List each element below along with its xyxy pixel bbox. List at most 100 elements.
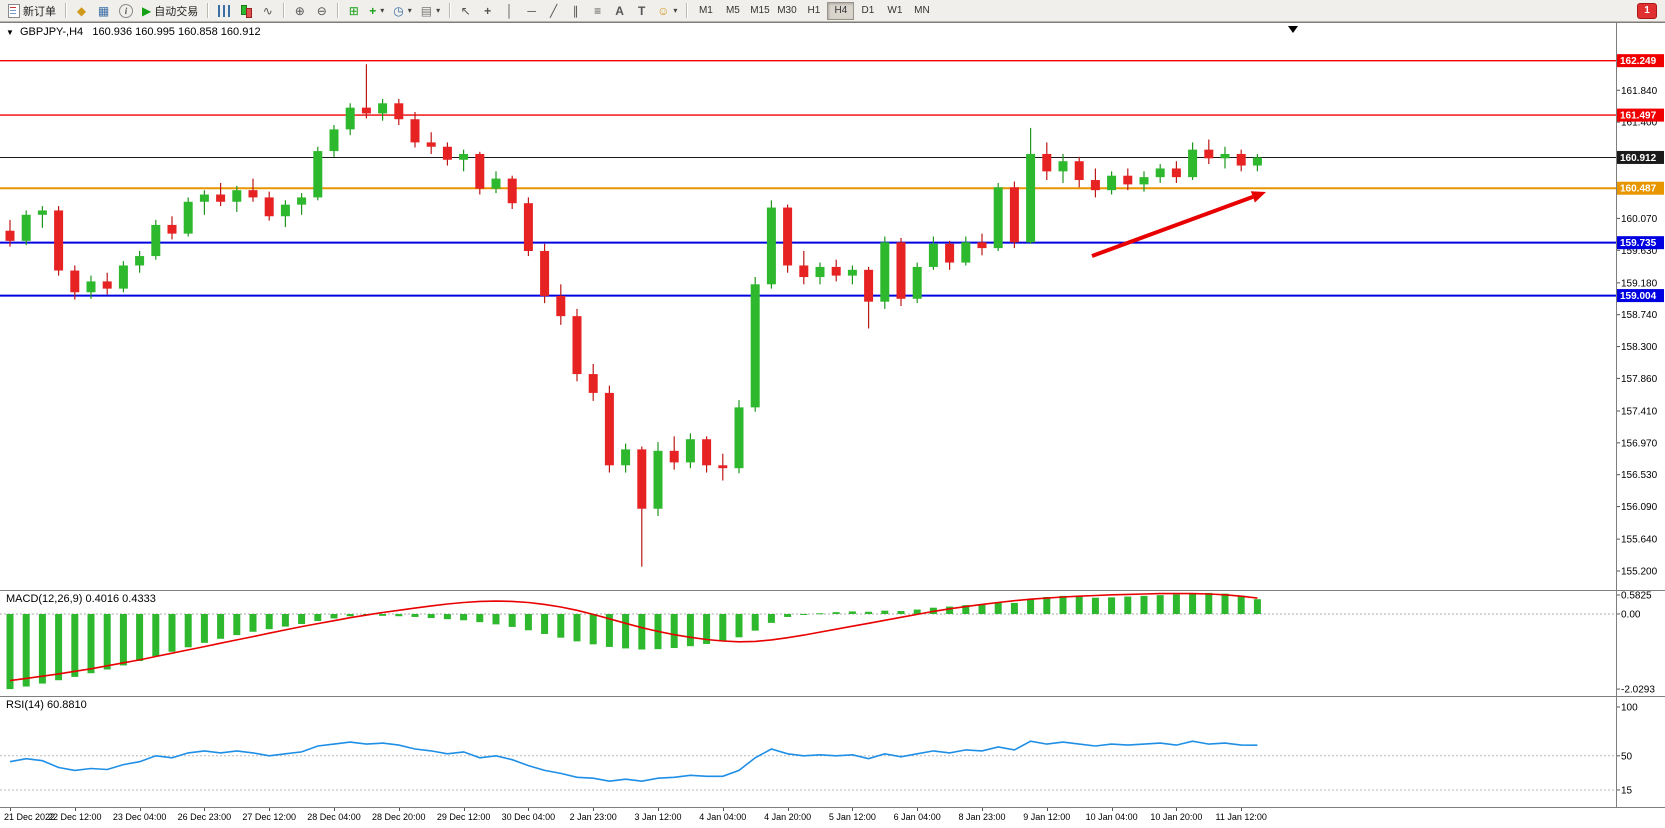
indicators-button[interactable]: + ▾ [365,1,388,20]
time-label: 4 Jan 20:00 [764,812,812,822]
price-tag [1616,108,1664,122]
candle-down [102,281,112,289]
timeframe-button-M5[interactable]: M5 [719,2,746,20]
candle-up [685,439,695,463]
price-tag-label: 160.912 [1620,153,1657,164]
market-watch-button[interactable]: ◆ [71,1,92,20]
macd-histogram-bar [524,614,532,631]
periods-button[interactable]: ◷ ▾ [389,1,416,20]
text-tool-button[interactable]: A [609,1,630,20]
time-axis-tick [204,807,206,811]
timeframe-button-H1[interactable]: H1 [800,2,827,20]
time-label: 5 Jan 12:00 [828,812,876,822]
candlestick-chart-button[interactable] [235,1,256,20]
zoom-in-button[interactable]: ⊕ [289,1,310,20]
macd-histogram-bar [913,609,921,614]
macd-histogram-bar [1091,597,1099,614]
time-label: 30 Dec 04:00 [501,812,556,822]
channel-icon: ∥ [572,3,579,18]
timeframe-button-MN[interactable]: MN [908,2,935,20]
vertical-line-tool-button[interactable]: │ [499,1,520,20]
zoom-out-button[interactable]: ⊖ [311,1,332,20]
new-order-button[interactable]: 新订单 [4,1,60,20]
macd-histogram-bar [314,614,322,622]
chart-top-border [0,22,1665,23]
chevron-down-icon: ▾ [380,6,385,15]
macd-histogram-bar [427,614,435,619]
macd-histogram-bar [557,614,565,638]
cursor-tool-button[interactable]: ↖ [455,1,476,20]
time-axis-tick [10,807,11,811]
trend-arrow[interactable] [1091,194,1254,258]
timeframe-button-M15[interactable]: M15 [746,2,773,20]
templates-button[interactable]: ▤ ▾ [417,1,444,20]
macd-histogram-bar [71,614,79,677]
rsi-panel[interactable]: 100 50 15 [0,696,1665,807]
crosshair-tool-button[interactable]: + [477,1,498,20]
tile-windows-button[interactable]: ⊞ [343,1,364,20]
bar-shift-marker-icon[interactable] [1288,26,1298,33]
trend-arrow-head [1250,191,1266,203]
time-label: 28 Dec 20:00 [372,812,426,822]
line-chart-button[interactable]: ∿ [257,1,278,20]
timeframe-button-D1[interactable]: D1 [854,2,881,20]
candle-up [734,407,744,469]
macd-histogram-bar [1253,599,1261,614]
timeframe-button-M30[interactable]: M30 [773,2,800,20]
fibonacci-tool-button[interactable]: ≡ [587,1,608,20]
timeframe-button-H4[interactable]: H4 [827,1,855,20]
macd-histogram-bar [946,606,954,614]
line-chart-icon: ∿ [262,3,273,18]
macd-histogram-bar [605,614,613,647]
time-label: 27 Dec 12:00 [242,812,296,822]
time-axis-tick [787,807,789,811]
macd-histogram-bar [1156,595,1164,614]
zoom-out-icon: ⊖ [316,3,327,18]
data-window-button[interactable]: ▦ [93,1,114,20]
notification-badge[interactable]: 1 [1637,2,1657,19]
macd-histogram-bar [573,614,581,642]
time-axis-tick [658,807,659,811]
trendline-tool-button[interactable]: ╱ [543,1,564,20]
candle-down [977,242,987,249]
rsi-panel-separator[interactable] [0,696,1665,697]
macd-histogram-bar [816,613,824,615]
candle-up [1058,161,1068,172]
time-axis-tick [852,807,854,811]
arrows-tool-button[interactable]: ☺ ▾ [653,1,681,20]
macd-histogram-bar [735,614,743,638]
time-label: 10 Jan 04:00 [1085,812,1138,822]
time-label: 3 Jan 12:00 [634,812,682,822]
price-chart[interactable]: 161.840 161.400 160.070 159.630 159.180 158.7… [0,22,1665,590]
candle-up [459,153,469,160]
channel-tool-button[interactable]: ∥ [565,1,586,20]
horizontal-line-tool-button[interactable]: ─ [521,1,542,20]
macd-histogram-bar [751,614,759,631]
time-label: 9 Jan 12:00 [1023,812,1071,822]
timeframe-button-W1[interactable]: W1 [881,2,908,20]
timeframe-button-M1[interactable]: M1 [692,2,719,20]
autotrading-button[interactable]: ▶ 自动交易 [138,1,202,20]
macd-histogram-bar [622,614,630,649]
macd-panel[interactable]: 0.5825 0.00 -2.0293 [0,590,1665,696]
candle-down [442,146,452,160]
chart-area[interactable]: ▼ GBPJPY-,H4 160.936 160.995 160.858 160… [0,22,1665,828]
candle-down [1123,175,1133,185]
chart-menu-icon[interactable]: ▼ [6,28,14,37]
text-label-tool-button[interactable]: T [631,1,652,20]
price-axis-label: 159.630 [1621,246,1658,257]
navigator-button[interactable]: i [115,1,137,20]
time-axis-tick [1046,807,1048,811]
vertical-line-icon: │ [505,3,514,18]
timeframe-group: M1 M5 M15 M30 H1 H4 D1 W1 MN [692,1,935,20]
candle-up [750,284,760,408]
candle-down [1090,180,1100,191]
chevron-down-icon: ▾ [673,6,678,15]
candle-up [345,107,355,130]
price-tag [1616,236,1664,250]
macd-histogram-bar [670,614,678,649]
bar-chart-button[interactable] [213,1,234,20]
time-axis-tick [917,807,919,811]
macd-panel-separator[interactable] [0,590,1665,591]
time-axis[interactable]: 21 Dec 2022 22 Dec 12:00 23 Dec 04:00 26 De… [0,807,1665,828]
